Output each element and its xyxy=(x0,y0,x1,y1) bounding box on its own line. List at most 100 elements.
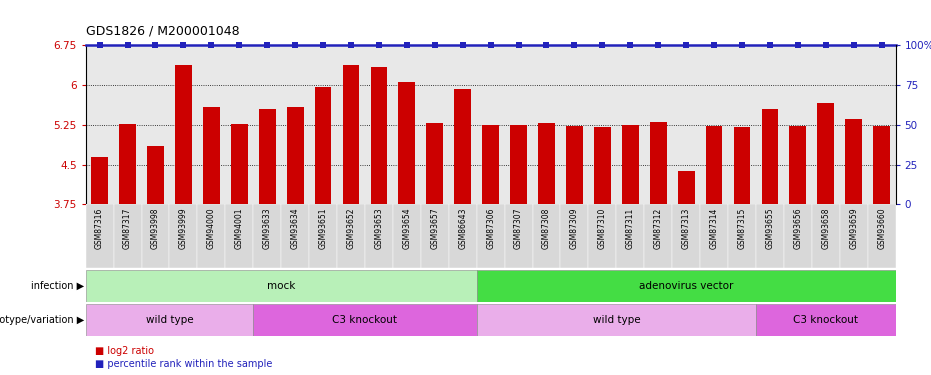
Bar xyxy=(594,128,611,204)
Text: GSM93658: GSM93658 xyxy=(821,208,830,249)
Bar xyxy=(756,304,896,336)
Text: wild type: wild type xyxy=(145,315,194,325)
Text: GSM87312: GSM87312 xyxy=(654,208,663,249)
Bar xyxy=(169,204,197,268)
Text: GSM93655: GSM93655 xyxy=(765,208,775,249)
Bar xyxy=(510,125,527,204)
Bar xyxy=(588,204,616,268)
Text: ■ percentile rank within the sample: ■ percentile rank within the sample xyxy=(95,359,273,369)
Bar xyxy=(616,204,644,268)
Bar xyxy=(86,270,477,302)
Text: GSM87307: GSM87307 xyxy=(514,208,523,249)
Bar xyxy=(253,204,281,268)
Text: GDS1826 / M200001048: GDS1826 / M200001048 xyxy=(86,24,239,38)
Bar xyxy=(315,87,331,204)
Bar xyxy=(868,204,896,268)
Bar xyxy=(175,65,192,204)
Bar xyxy=(756,204,784,268)
Bar xyxy=(337,204,365,268)
Bar xyxy=(86,304,253,336)
Bar xyxy=(147,146,164,204)
Bar xyxy=(454,88,471,204)
Text: genotype/variation ▶: genotype/variation ▶ xyxy=(0,315,84,325)
Bar xyxy=(845,119,862,204)
Bar xyxy=(700,204,728,268)
Bar xyxy=(728,204,756,268)
Text: C3 knockout: C3 knockout xyxy=(332,315,398,325)
Bar xyxy=(253,304,477,336)
Text: GSM87308: GSM87308 xyxy=(542,208,551,249)
Bar xyxy=(477,304,756,336)
Bar xyxy=(426,123,443,204)
Bar xyxy=(86,204,114,268)
Bar xyxy=(678,171,695,204)
Bar xyxy=(343,65,359,204)
Bar xyxy=(231,124,248,204)
Bar xyxy=(812,204,840,268)
Bar xyxy=(287,107,304,204)
Text: adenovirus vector: adenovirus vector xyxy=(639,281,734,291)
Text: GSM87309: GSM87309 xyxy=(570,208,579,249)
Bar xyxy=(365,204,393,268)
Text: GSM93657: GSM93657 xyxy=(430,208,439,249)
Bar xyxy=(840,204,868,268)
Text: wild type: wild type xyxy=(592,315,641,325)
Bar xyxy=(393,204,421,268)
Text: GSM93653: GSM93653 xyxy=(374,208,384,249)
Text: GSM93660: GSM93660 xyxy=(877,208,886,249)
Bar xyxy=(398,82,415,204)
Text: GSM87315: GSM87315 xyxy=(737,208,747,249)
Text: GSM93998: GSM93998 xyxy=(151,208,160,249)
Bar xyxy=(672,204,700,268)
Bar xyxy=(119,124,136,204)
Text: GSM87313: GSM87313 xyxy=(681,208,691,249)
Text: ■ log2 ratio: ■ log2 ratio xyxy=(95,346,154,355)
Bar xyxy=(538,123,555,204)
Bar xyxy=(566,126,583,204)
Text: GSM94001: GSM94001 xyxy=(235,208,244,249)
Bar xyxy=(114,204,142,268)
Bar xyxy=(421,204,449,268)
Bar xyxy=(706,126,722,204)
Bar xyxy=(371,68,387,204)
Bar xyxy=(789,126,806,204)
Text: infection ▶: infection ▶ xyxy=(31,281,84,291)
Text: GSM94000: GSM94000 xyxy=(207,208,216,249)
Bar xyxy=(197,204,225,268)
Text: GSM86643: GSM86643 xyxy=(458,208,467,249)
Bar xyxy=(309,204,337,268)
Text: GSM93652: GSM93652 xyxy=(346,208,356,249)
Text: GSM87306: GSM87306 xyxy=(486,208,495,249)
Bar xyxy=(259,109,276,204)
Text: C3 knockout: C3 knockout xyxy=(793,315,858,325)
Bar xyxy=(622,125,639,204)
Text: GSM93654: GSM93654 xyxy=(402,208,412,249)
Bar xyxy=(203,107,220,204)
Bar xyxy=(449,204,477,268)
Bar xyxy=(533,204,560,268)
Text: mock: mock xyxy=(267,281,295,291)
Text: GSM87317: GSM87317 xyxy=(123,208,132,249)
Bar xyxy=(784,204,812,268)
Bar xyxy=(281,204,309,268)
Text: GSM93633: GSM93633 xyxy=(263,208,272,249)
Bar xyxy=(762,109,778,204)
Bar xyxy=(817,104,834,204)
Bar xyxy=(225,204,253,268)
Text: GSM87314: GSM87314 xyxy=(709,208,719,249)
Bar xyxy=(505,204,533,268)
Bar xyxy=(650,122,667,204)
Text: GSM87310: GSM87310 xyxy=(598,208,607,249)
Bar xyxy=(482,125,499,204)
Text: GSM93634: GSM93634 xyxy=(290,208,300,249)
Text: GSM87316: GSM87316 xyxy=(95,208,104,249)
Bar xyxy=(734,128,750,204)
Text: GSM93999: GSM93999 xyxy=(179,208,188,249)
Bar xyxy=(560,204,588,268)
Text: GSM87311: GSM87311 xyxy=(626,208,635,249)
Bar xyxy=(477,204,505,268)
Bar xyxy=(91,157,108,204)
Text: GSM93656: GSM93656 xyxy=(793,208,803,249)
Text: GSM93659: GSM93659 xyxy=(849,208,858,249)
Bar xyxy=(644,204,672,268)
